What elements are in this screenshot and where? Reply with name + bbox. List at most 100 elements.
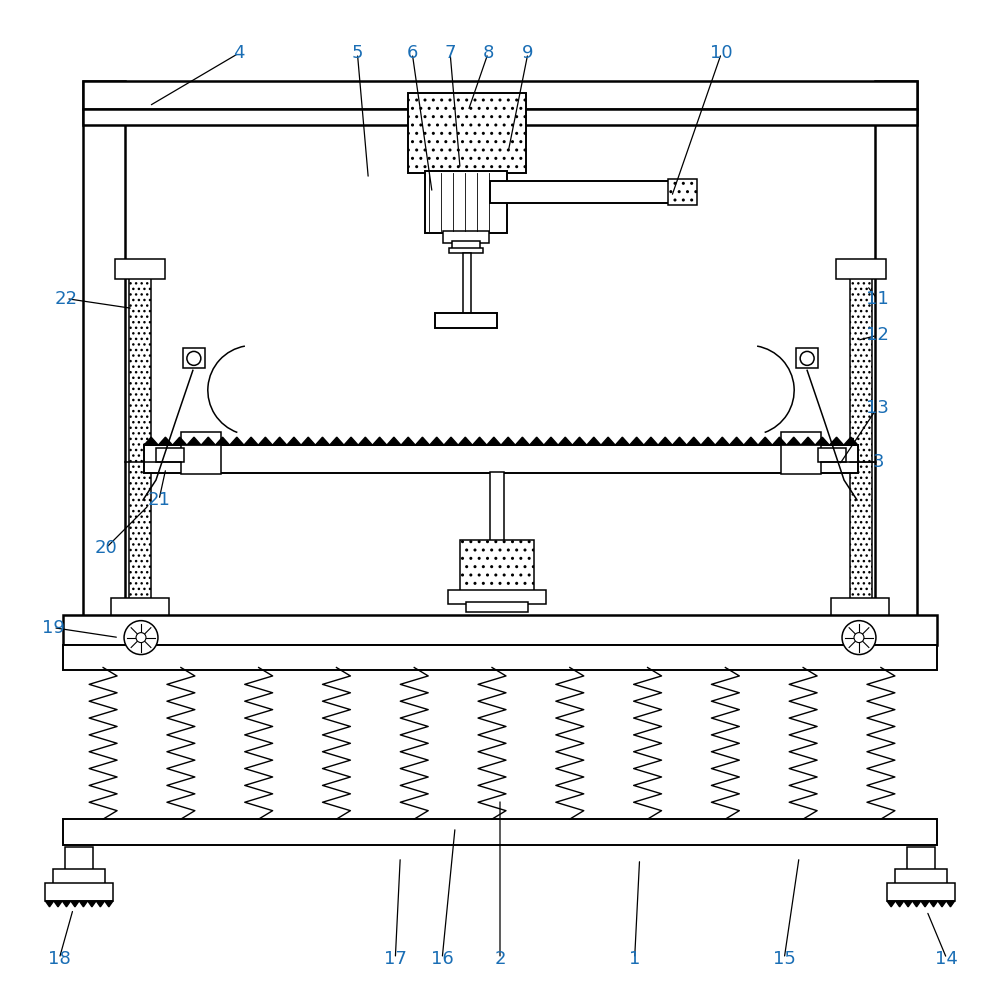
Bar [83, 81, 125, 629]
Polygon shape [415, 437, 430, 445]
Polygon shape [887, 901, 895, 907]
Bar [83, 81, 917, 109]
Polygon shape [572, 437, 587, 445]
Polygon shape [895, 901, 904, 907]
Text: 9: 9 [522, 45, 534, 62]
Polygon shape [258, 437, 273, 445]
Polygon shape [938, 901, 946, 907]
Polygon shape [201, 437, 215, 445]
Bar [781, 432, 821, 474]
Polygon shape [904, 901, 912, 907]
Polygon shape [530, 437, 544, 445]
Bar [818, 448, 846, 462]
Circle shape [800, 352, 814, 366]
Polygon shape [912, 901, 921, 907]
Bar [63, 614, 937, 644]
Bar [850, 275, 872, 605]
Bar [796, 349, 818, 369]
Text: 11: 11 [866, 289, 888, 307]
Bar [449, 248, 483, 253]
Text: 12: 12 [866, 326, 888, 345]
Text: 14: 14 [935, 949, 958, 967]
Polygon shape [772, 437, 787, 445]
Polygon shape [615, 437, 630, 445]
Polygon shape [729, 437, 744, 445]
Text: 2: 2 [494, 949, 506, 967]
Bar [65, 847, 93, 871]
Bar [875, 81, 917, 629]
Circle shape [124, 620, 158, 654]
Bar [460, 540, 534, 592]
Bar [408, 93, 526, 172]
Polygon shape [501, 437, 515, 445]
Bar [463, 253, 471, 314]
Polygon shape [62, 901, 71, 907]
Polygon shape [758, 437, 772, 445]
Polygon shape [487, 437, 501, 445]
Text: 6: 6 [407, 45, 418, 62]
Text: 17: 17 [384, 949, 407, 967]
Polygon shape [815, 437, 829, 445]
Polygon shape [88, 901, 96, 907]
Polygon shape [301, 437, 315, 445]
Polygon shape [844, 437, 858, 445]
Polygon shape [458, 437, 472, 445]
Polygon shape [787, 437, 801, 445]
Polygon shape [158, 437, 173, 445]
Bar [129, 275, 151, 605]
Bar [907, 847, 935, 871]
Polygon shape [829, 437, 844, 445]
Bar [425, 170, 507, 233]
Polygon shape [144, 437, 158, 445]
Text: 19: 19 [42, 618, 65, 636]
Bar [111, 598, 169, 635]
Polygon shape [96, 901, 105, 907]
Bar [490, 181, 672, 203]
Text: 10: 10 [710, 45, 733, 62]
Polygon shape [79, 901, 88, 907]
Text: 20: 20 [95, 539, 117, 557]
Polygon shape [315, 437, 330, 445]
Polygon shape [387, 437, 401, 445]
Polygon shape [105, 901, 113, 907]
Polygon shape [444, 437, 458, 445]
Polygon shape [744, 437, 758, 445]
Polygon shape [672, 437, 687, 445]
Polygon shape [358, 437, 372, 445]
Text: 1: 1 [629, 949, 640, 967]
Text: 4: 4 [233, 45, 244, 62]
Circle shape [187, 352, 201, 366]
Bar [45, 883, 113, 901]
Bar [836, 259, 886, 278]
Circle shape [136, 632, 146, 642]
Text: 22: 22 [55, 289, 78, 307]
Polygon shape [921, 901, 929, 907]
Bar [156, 448, 184, 462]
Bar [668, 179, 697, 205]
Polygon shape [701, 437, 715, 445]
Polygon shape [601, 437, 615, 445]
Text: 8: 8 [482, 45, 494, 62]
Polygon shape [287, 437, 301, 445]
Polygon shape [946, 901, 955, 907]
Polygon shape [54, 901, 62, 907]
Polygon shape [430, 437, 444, 445]
Polygon shape [401, 437, 415, 445]
Bar [448, 590, 546, 604]
Text: 18: 18 [48, 949, 71, 967]
Bar [63, 644, 937, 670]
Polygon shape [45, 901, 54, 907]
Bar [53, 869, 105, 885]
Polygon shape [544, 437, 558, 445]
Bar [183, 349, 205, 369]
Circle shape [854, 632, 864, 642]
Bar [831, 598, 889, 635]
Polygon shape [215, 437, 230, 445]
Bar [181, 432, 221, 474]
Text: 5: 5 [352, 45, 363, 62]
Text: 15: 15 [773, 949, 796, 967]
Polygon shape [273, 437, 287, 445]
Bar [895, 869, 947, 885]
Bar [83, 109, 917, 125]
Polygon shape [372, 437, 387, 445]
